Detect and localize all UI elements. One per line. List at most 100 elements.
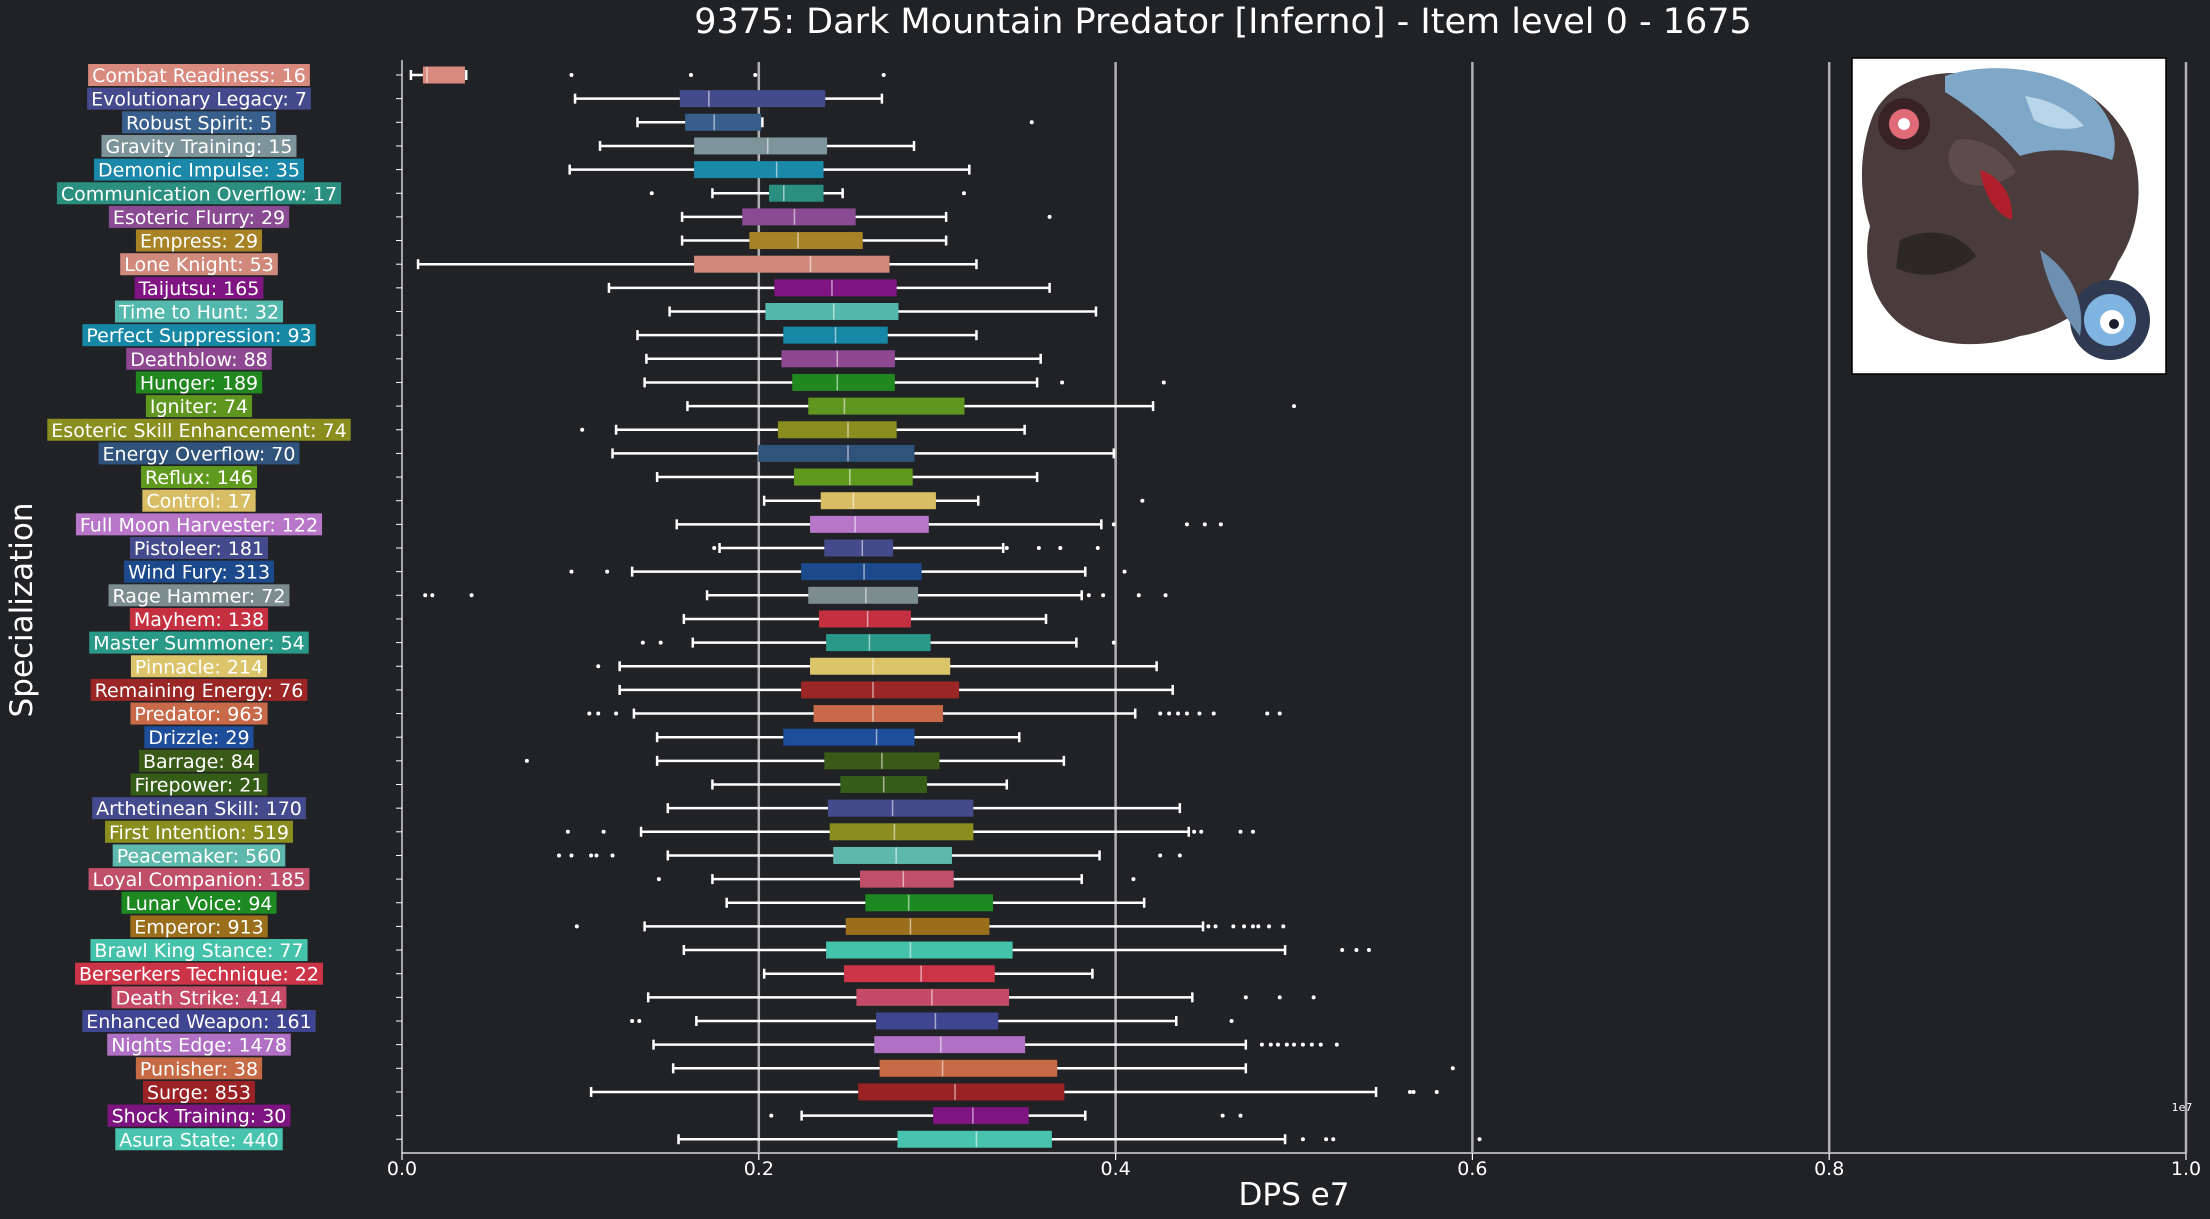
box-14 <box>686 397 1296 415</box>
box-20 <box>712 539 1100 557</box>
label-bg-13 <box>135 371 263 394</box>
spec-label-45: Asura State: 440 <box>119 1129 278 1151</box>
box-0 <box>409 66 886 84</box>
box-33 <box>556 846 1182 864</box>
box-18 <box>762 492 1145 510</box>
box-32-outlier-1 <box>601 829 606 834</box>
spec-label-34: Loyal Companion: 185 <box>93 869 306 891</box>
box-0-outlier-1 <box>689 73 694 77</box>
box-27 <box>587 705 1282 723</box>
label-bg-6 <box>108 205 290 228</box>
box-13-outlier-1 <box>1161 380 1166 385</box>
box-27-outlier-1 <box>596 711 601 716</box>
spec-label-4: Demonic Impulse: 35 <box>98 160 300 182</box>
box-5-outlier-0 <box>649 191 654 196</box>
box-41-outlier-3 <box>1284 1042 1289 1047</box>
box-42 <box>671 1059 1455 1077</box>
box-36 <box>574 917 1286 935</box>
spec-label-2: Robust Spirit: 5 <box>126 112 272 134</box>
spec-label-15: Esoteric Skill Enhancement: 74 <box>51 420 346 442</box>
box-21-outlier-2 <box>1122 569 1127 574</box>
box-19-outlier-3 <box>1218 522 1223 527</box>
box-36-outlier-4 <box>1242 924 1247 929</box>
box-26-iqr <box>801 681 960 699</box>
box-45 <box>677 1130 1482 1148</box>
box-27-outlier-9 <box>1265 711 1270 716</box>
box-22-outlier-6 <box>1163 593 1168 598</box>
y-axis-title: Specialization <box>4 503 40 718</box>
box-13-iqr <box>792 373 895 391</box>
box-10 <box>668 303 1098 320</box>
spec-label-39: Death Strike: 414 <box>116 987 283 1009</box>
box-9-iqr <box>774 279 897 297</box>
box-37-iqr <box>826 941 1013 959</box>
box-22 <box>423 586 1168 604</box>
label-bg-7 <box>135 229 263 252</box>
label-bg-45 <box>115 1128 283 1151</box>
box-1 <box>573 90 884 108</box>
label-bg-8 <box>120 253 278 276</box>
box-41-outlier-5 <box>1300 1042 1305 1047</box>
box-39-outlier-1 <box>1277 995 1282 1000</box>
box-33-outlier-3 <box>594 853 599 858</box>
box-34-outlier-0 <box>656 877 661 882</box>
box-20-outlier-2 <box>1036 546 1041 550</box>
label-bg-11 <box>82 324 316 347</box>
box-37-outlier-1 <box>1354 948 1359 953</box>
box-37 <box>682 941 1371 959</box>
spec-label-21: Wind Fury: 313 <box>128 562 270 584</box>
label-bg-25 <box>130 655 268 678</box>
x-tick-label-0: 0.0 <box>387 1158 417 1180</box>
box-24-outlier-0 <box>640 640 645 645</box>
box-20-outlier-1 <box>1004 546 1009 550</box>
box-37-outlier-2 <box>1366 948 1371 953</box>
spec-label-31: Arthetinean Skill: 170 <box>96 798 302 820</box>
spec-label-8: Lone Knight: 53 <box>124 254 274 276</box>
box-4-iqr <box>694 161 824 179</box>
box-45-outlier-3 <box>1477 1137 1482 1142</box>
label-bg-0 <box>88 64 310 86</box>
box-38-iqr <box>843 965 995 983</box>
label-bg-2 <box>122 111 276 134</box>
box-7-iqr <box>749 232 863 250</box>
y-axis-ticks <box>396 74 402 1140</box>
box-36-outlier-0 <box>574 924 579 929</box>
label-bg-40 <box>82 1010 316 1032</box>
label-bg-34 <box>88 868 310 891</box>
box-43-iqr <box>858 1083 1065 1101</box>
box-40-outlier-1 <box>637 1019 642 1023</box>
box-21-outlier-1 <box>605 569 610 574</box>
spec-label-42: Punisher: 38 <box>140 1058 258 1080</box>
box-33-outlier-4 <box>610 853 615 858</box>
x-axis-multiplier: 1e7 <box>2172 1101 2193 1114</box>
spec-label-20: Pistoleer: 181 <box>134 538 264 560</box>
label-bg-15 <box>47 418 351 441</box>
box-24 <box>640 634 1116 652</box>
box-27-outlier-3 <box>1158 711 1163 716</box>
spec-label-5: Communication Overflow: 17 <box>61 183 337 205</box>
box-8 <box>416 255 978 273</box>
box-36-outlier-1 <box>1206 924 1211 929</box>
box-39 <box>646 988 1316 1006</box>
box-5-iqr <box>769 184 824 202</box>
box-32-outlier-2 <box>1192 829 1197 834</box>
x-axis-title: DPS e7 <box>1239 1177 1350 1213</box>
box-24-outlier-2 <box>1111 640 1116 645</box>
spec-label-28: Drizzle: 29 <box>148 727 249 749</box>
box-32-outlier-3 <box>1199 829 1204 834</box>
spec-label-37: Brawl King Stance: 77 <box>94 940 303 962</box>
box-25 <box>596 657 1158 675</box>
spec-label-16: Energy Overflow: 70 <box>103 443 296 465</box>
spec-label-17: Reflux: 146 <box>145 467 253 489</box>
box-22-outlier-0 <box>423 593 428 598</box>
spec-label-44: Shock Training: 30 <box>112 1106 287 1128</box>
spec-label-43: Surge: 853 <box>147 1082 251 1104</box>
box-17 <box>655 468 1039 486</box>
box-19-outlier-2 <box>1202 522 1207 527</box>
spec-label-32: First Intention: 519 <box>109 822 289 844</box>
box-32 <box>565 823 1255 841</box>
box-0-outlier-0 <box>569 73 574 77</box>
box-43 <box>589 1083 1439 1101</box>
